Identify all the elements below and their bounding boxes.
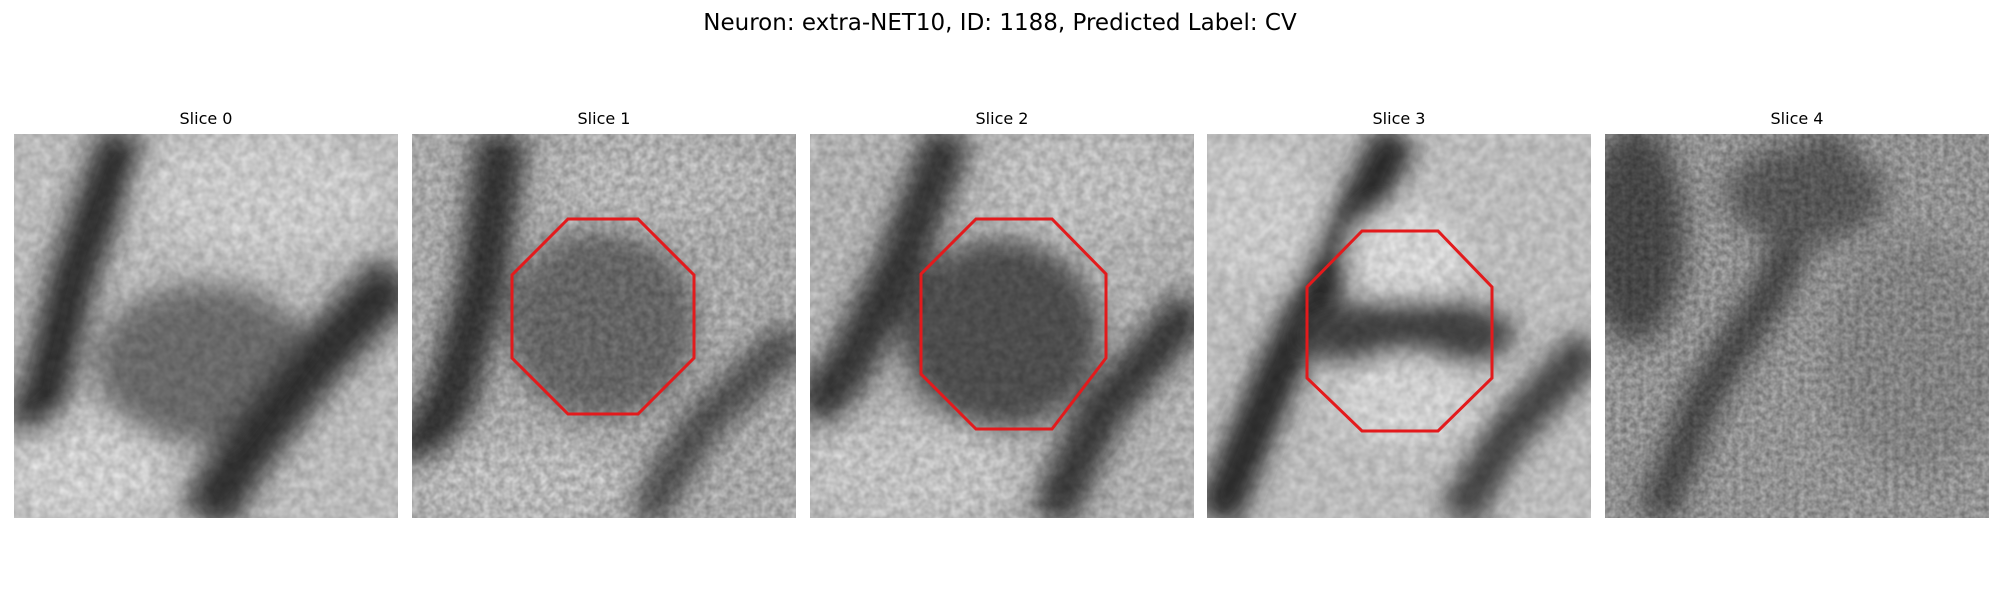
- slice-panel-4: Slice 4: [1605, 108, 1989, 518]
- slice-title: Slice 0: [179, 109, 233, 128]
- slice-image-svg: [14, 134, 398, 518]
- slice-panel-3: Slice 3: [1207, 108, 1591, 518]
- octagon-marker: [510, 217, 696, 416]
- slice-title: Slice 4: [1770, 109, 1824, 128]
- slice-image-svg: [810, 134, 1194, 518]
- slice-panel-1: Slice 1: [412, 108, 796, 518]
- slice-panel-2: Slice 2: [810, 108, 1194, 518]
- slice-image-svg: [1207, 134, 1591, 518]
- slice-title: Slice 3: [1372, 109, 1426, 128]
- octagon-marker: [919, 217, 1108, 431]
- slice-image: [810, 134, 1194, 518]
- octagon-marker: [1305, 229, 1494, 433]
- slice-title: Slice 2: [975, 109, 1029, 128]
- slice-title: Slice 1: [577, 109, 631, 128]
- slice-image: [14, 134, 398, 518]
- slice-image: [1605, 134, 1989, 518]
- slice-image-svg: [412, 134, 796, 518]
- figure-title: Neuron: extra-NET10, ID: 1188, Predicted…: [703, 10, 1297, 36]
- slice-image: [412, 134, 796, 518]
- slice-image: [1207, 134, 1591, 518]
- slice-panel-0: Slice 0: [14, 108, 398, 518]
- slice-image-svg: [1605, 134, 1989, 518]
